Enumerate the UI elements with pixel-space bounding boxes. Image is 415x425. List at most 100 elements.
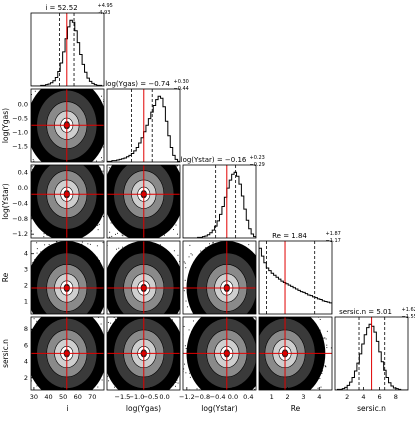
x-tick-label: 4 bbox=[361, 393, 365, 401]
title-lower-error: -4.93 bbox=[98, 10, 111, 16]
truth-marker bbox=[141, 192, 146, 197]
truth-marker bbox=[64, 123, 69, 128]
x-tick-label: −0.8 bbox=[194, 393, 210, 401]
panel-frame bbox=[182, 240, 257, 315]
y-tick-label: −1.5 bbox=[12, 143, 28, 151]
histogram-line bbox=[259, 247, 332, 314]
y-axis-label-sersic_n: sersic.n bbox=[1, 339, 10, 368]
histogram-log_gamma_star bbox=[183, 165, 256, 238]
truth-marker bbox=[224, 351, 229, 356]
panel-frame bbox=[258, 240, 333, 315]
x-tick-label: 30 bbox=[30, 393, 38, 401]
panel-frame bbox=[106, 240, 181, 315]
x-axis-label-Re: Re bbox=[291, 404, 301, 413]
truth-marker bbox=[283, 351, 288, 356]
truth-marker bbox=[224, 285, 229, 290]
title-lower-error: −1.55 bbox=[402, 314, 415, 320]
y-tick-label: 6 bbox=[24, 341, 28, 349]
x-tick-label: 6 bbox=[378, 393, 382, 401]
title-lower-error: −0.29 bbox=[250, 162, 265, 168]
panel-frame bbox=[106, 88, 181, 163]
title-upper-error: +0.23 bbox=[250, 155, 265, 161]
x-tick-label: −0.5 bbox=[143, 393, 159, 401]
x-tick-label: 8 bbox=[394, 393, 398, 401]
x-tick-label: 3 bbox=[301, 393, 305, 401]
title-upper-error: +1.62 bbox=[402, 307, 415, 313]
y-axis-label-Re: Re bbox=[1, 272, 10, 282]
x-tick-label: 0.4 bbox=[243, 393, 253, 401]
x-tick-label: 40 bbox=[44, 393, 52, 401]
panel-frame bbox=[106, 316, 181, 391]
truth-marker bbox=[141, 351, 146, 356]
y-tick-label: 4 bbox=[24, 250, 28, 258]
panel-frame bbox=[182, 316, 257, 391]
panel-frame bbox=[30, 240, 105, 315]
panel-frame bbox=[334, 316, 409, 391]
y-tick-label: 0.0 bbox=[18, 184, 28, 192]
x-tick-label: 2 bbox=[285, 393, 289, 401]
histogram-log_gamma_gas bbox=[107, 89, 180, 162]
density-panel-sersic_n-vs-Re bbox=[259, 317, 332, 390]
title-log_gamma_star: log(Υstar) = −0.16 bbox=[181, 156, 247, 164]
y-tick-label: 8 bbox=[24, 325, 28, 333]
x-tick-label: 70 bbox=[88, 393, 96, 401]
x-tick-label: −1.5 bbox=[115, 393, 131, 401]
panel-frame bbox=[258, 316, 333, 391]
histogram-i bbox=[31, 13, 104, 86]
density-panel-Re-vs-log_gamma_star bbox=[183, 241, 256, 314]
density-panel-sersic_n-vs-i bbox=[31, 317, 104, 390]
x-axis-label-sersic_n: sersic.n bbox=[357, 404, 386, 413]
histogram-line bbox=[183, 171, 256, 238]
y-tick-label: 0.4 bbox=[18, 169, 28, 177]
title-Re: Re = 1.84 bbox=[272, 232, 307, 240]
x-tick-label: 0.0 bbox=[228, 393, 238, 401]
y-tick-label: −1.2 bbox=[12, 230, 28, 238]
y-axis-label-log_gamma_gas: log(Υgas) bbox=[1, 108, 10, 143]
density-panel-log_gamma_gas-vs-i bbox=[31, 89, 104, 162]
x-tick-label: 60 bbox=[74, 393, 82, 401]
x-tick-label: −1.2 bbox=[179, 393, 195, 401]
x-tick-label: −0.4 bbox=[210, 393, 226, 401]
panel-frame bbox=[30, 164, 105, 239]
truth-marker bbox=[64, 285, 69, 290]
title-log_gamma_gas: log(Υgas) = −0.74 bbox=[105, 80, 170, 88]
y-tick-label: −0.8 bbox=[12, 215, 28, 223]
histogram-line bbox=[31, 19, 104, 86]
density-panel-Re-vs-log_gamma_gas bbox=[107, 241, 180, 314]
y-tick-label: 2 bbox=[24, 374, 28, 382]
title-i: i = 52.52 bbox=[45, 4, 77, 12]
title-lower-error: −1.17 bbox=[326, 238, 341, 244]
y-tick-label: 3 bbox=[24, 266, 28, 274]
density-panel-Re-vs-i bbox=[31, 241, 104, 314]
x-tick-label: 1 bbox=[270, 393, 274, 401]
x-axis-label-log_gamma_star: log(Υstar) bbox=[201, 404, 237, 413]
histogram-sersic_n bbox=[335, 317, 408, 390]
y-tick-label: 4 bbox=[24, 358, 28, 366]
density-panel-log_gamma_star-vs-i bbox=[31, 165, 104, 238]
y-tick-label: 1 bbox=[24, 297, 28, 305]
panel-frame bbox=[30, 88, 105, 163]
density-panel-sersic_n-vs-log_gamma_star bbox=[183, 317, 256, 390]
y-tick-label: 0.0 bbox=[18, 100, 28, 108]
truth-marker bbox=[64, 351, 69, 356]
y-axis-label-log_gamma_star: log(Υstar) bbox=[1, 183, 10, 219]
histogram-line bbox=[107, 95, 180, 162]
truth-marker bbox=[64, 192, 69, 197]
x-tick-label: 2 bbox=[345, 393, 349, 401]
y-tick-label: 2 bbox=[24, 281, 28, 289]
density-panel-sersic_n-vs-log_gamma_gas bbox=[107, 317, 180, 390]
panel-frame bbox=[182, 164, 257, 239]
title-sersic_n: sersic.n = 5.01 bbox=[339, 308, 392, 316]
title-upper-error: +0.30 bbox=[174, 79, 189, 85]
x-axis-label-i: i bbox=[66, 404, 68, 413]
density-panel-log_gamma_star-vs-log_gamma_gas bbox=[107, 165, 180, 238]
title-lower-error: −0.44 bbox=[174, 86, 189, 92]
y-tick-label: −0.5 bbox=[12, 114, 28, 122]
truth-marker bbox=[141, 285, 146, 290]
y-tick-label: −0.4 bbox=[12, 199, 28, 207]
y-tick-label: −1.0 bbox=[12, 129, 28, 137]
x-tick-label: 0.0 bbox=[159, 393, 169, 401]
x-tick-label: 50 bbox=[59, 393, 67, 401]
title-upper-error: +1.87 bbox=[326, 231, 341, 237]
